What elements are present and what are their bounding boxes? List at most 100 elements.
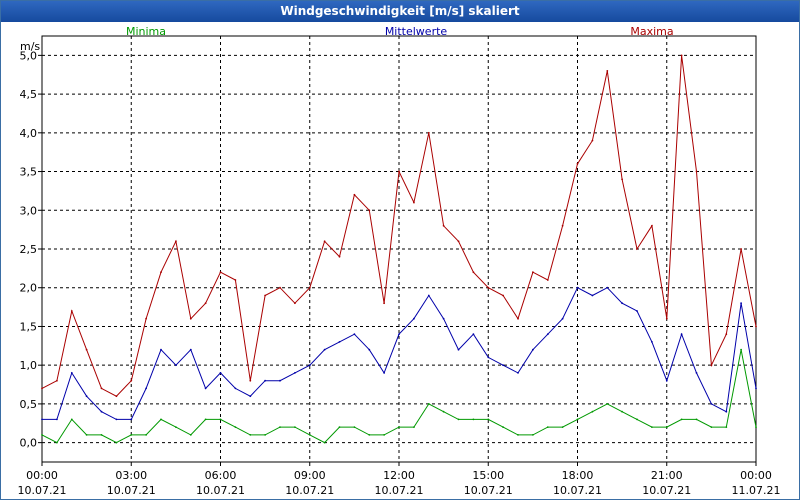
x-tick-date: 10.07.21 [196, 484, 245, 497]
data-point-minima [189, 434, 192, 436]
data-point-mittelwerte [487, 356, 490, 359]
data-point-minima [561, 426, 564, 428]
x-tick-time: 09:00 [294, 469, 326, 482]
data-point-mittelwerte [651, 341, 653, 343]
data-point-minima [710, 426, 713, 428]
data-point-mittelwerte [546, 333, 549, 336]
data-point-minima [591, 410, 594, 413]
data-point-maxima [323, 240, 326, 243]
x-tick-time: 06:00 [205, 469, 237, 482]
x-tick-time: 00:00 [26, 469, 58, 482]
data-point-mittelwerte [368, 348, 371, 351]
data-point-minima [502, 426, 504, 428]
data-point-minima [353, 426, 356, 428]
data-point-mittelwerte [41, 418, 43, 421]
data-point-minima [532, 434, 534, 436]
y-tick-label: 3,5 [20, 166, 38, 179]
data-point-maxima [576, 162, 579, 165]
data-point-maxima [175, 240, 177, 243]
x-axis: 00:00 10.07.21 03:00 10.07.21 06:00 10.07.21 0… [18, 462, 780, 497]
data-point-mittelwerte [532, 348, 534, 351]
data-point-minima [130, 434, 133, 436]
data-point-minima [755, 426, 757, 428]
y-tick-label: 4,0 [20, 127, 38, 140]
data-point-maxima [651, 224, 653, 227]
data-point-mittelwerte [338, 341, 341, 343]
data-point-maxima [115, 395, 118, 398]
data-point-minima [323, 441, 326, 444]
data-point-minima [665, 426, 668, 428]
data-point-minima [100, 434, 103, 436]
data-point-mittelwerte [472, 333, 475, 336]
data-point-minima [427, 403, 430, 405]
data-point-maxima [606, 70, 609, 72]
data-point-maxima [442, 224, 445, 227]
data-point-maxima [755, 325, 757, 328]
data-point-maxima [70, 310, 73, 312]
data-point-mittelwerte [710, 403, 713, 405]
data-point-minima [442, 410, 445, 413]
data-point-minima [85, 434, 88, 436]
data-point-mittelwerte [279, 379, 281, 382]
data-point-mittelwerte [636, 310, 638, 312]
data-point-maxima [517, 317, 519, 320]
data-point-minima [651, 426, 653, 428]
data-point-mittelwerte [264, 379, 266, 382]
data-point-mittelwerte [725, 410, 728, 413]
data-point-mittelwerte [234, 387, 237, 390]
data-point-minima [41, 434, 43, 436]
data-point-minima [472, 418, 475, 421]
data-point-mittelwerte [189, 348, 192, 351]
data-point-mittelwerte [591, 294, 594, 297]
data-point-mittelwerte [308, 364, 311, 367]
data-point-mittelwerte [621, 302, 623, 305]
data-point-mittelwerte [70, 372, 73, 374]
data-point-minima [56, 441, 58, 444]
data-point-mittelwerte [398, 333, 400, 336]
x-tick-date: 10.07.21 [18, 484, 67, 497]
data-point-maxima [100, 387, 103, 390]
data-point-mittelwerte [427, 294, 430, 297]
data-point-maxima [561, 224, 564, 227]
window-title: Windgeschwindigkeit [m/s] skaliert [1, 1, 799, 22]
data-point-maxima [249, 379, 252, 382]
data-point-maxima [85, 348, 88, 351]
data-point-minima [219, 418, 222, 421]
data-point-minima [145, 434, 148, 436]
data-point-maxima [279, 286, 281, 289]
y-tick-label: 5,0 [20, 49, 38, 62]
data-point-minima [576, 418, 579, 421]
data-point-mittelwerte [145, 387, 148, 390]
data-point-mittelwerte [413, 317, 415, 320]
data-point-minima [294, 426, 296, 428]
data-point-mittelwerte [680, 333, 683, 336]
data-point-minima [487, 418, 490, 421]
data-point-minima [115, 441, 118, 444]
data-point-minima [606, 403, 609, 405]
data-point-minima [308, 434, 311, 436]
data-point-minima [249, 434, 252, 436]
data-point-maxima [621, 178, 623, 181]
data-point-maxima [189, 317, 192, 320]
data-point-minima [204, 418, 207, 421]
data-point-minima [175, 426, 177, 428]
y-tick-label: 2,5 [20, 243, 38, 256]
data-point-mittelwerte [249, 395, 252, 398]
x-tick-time: 03:00 [115, 469, 147, 482]
data-point-maxima [546, 279, 549, 281]
y-tick-label: 2,0 [20, 282, 38, 295]
data-point-mittelwerte [160, 348, 162, 351]
x-tick-date: 10.07.21 [464, 484, 513, 497]
y-tick-label: 1,0 [20, 359, 38, 372]
x-tick-date: 10.07.21 [375, 484, 424, 497]
y-tick-label: 0,0 [20, 437, 38, 450]
data-point-mittelwerte [457, 348, 460, 351]
data-point-maxima [338, 255, 341, 258]
data-point-maxima [740, 248, 742, 250]
x-tick-date: 10.07.21 [107, 484, 156, 497]
x-tick-date: 10.07.21 [553, 484, 602, 497]
data-point-maxima [427, 131, 430, 134]
y-tick-label: 0,5 [20, 398, 38, 411]
data-point-maxima [710, 364, 713, 367]
data-point-maxima [294, 302, 296, 305]
